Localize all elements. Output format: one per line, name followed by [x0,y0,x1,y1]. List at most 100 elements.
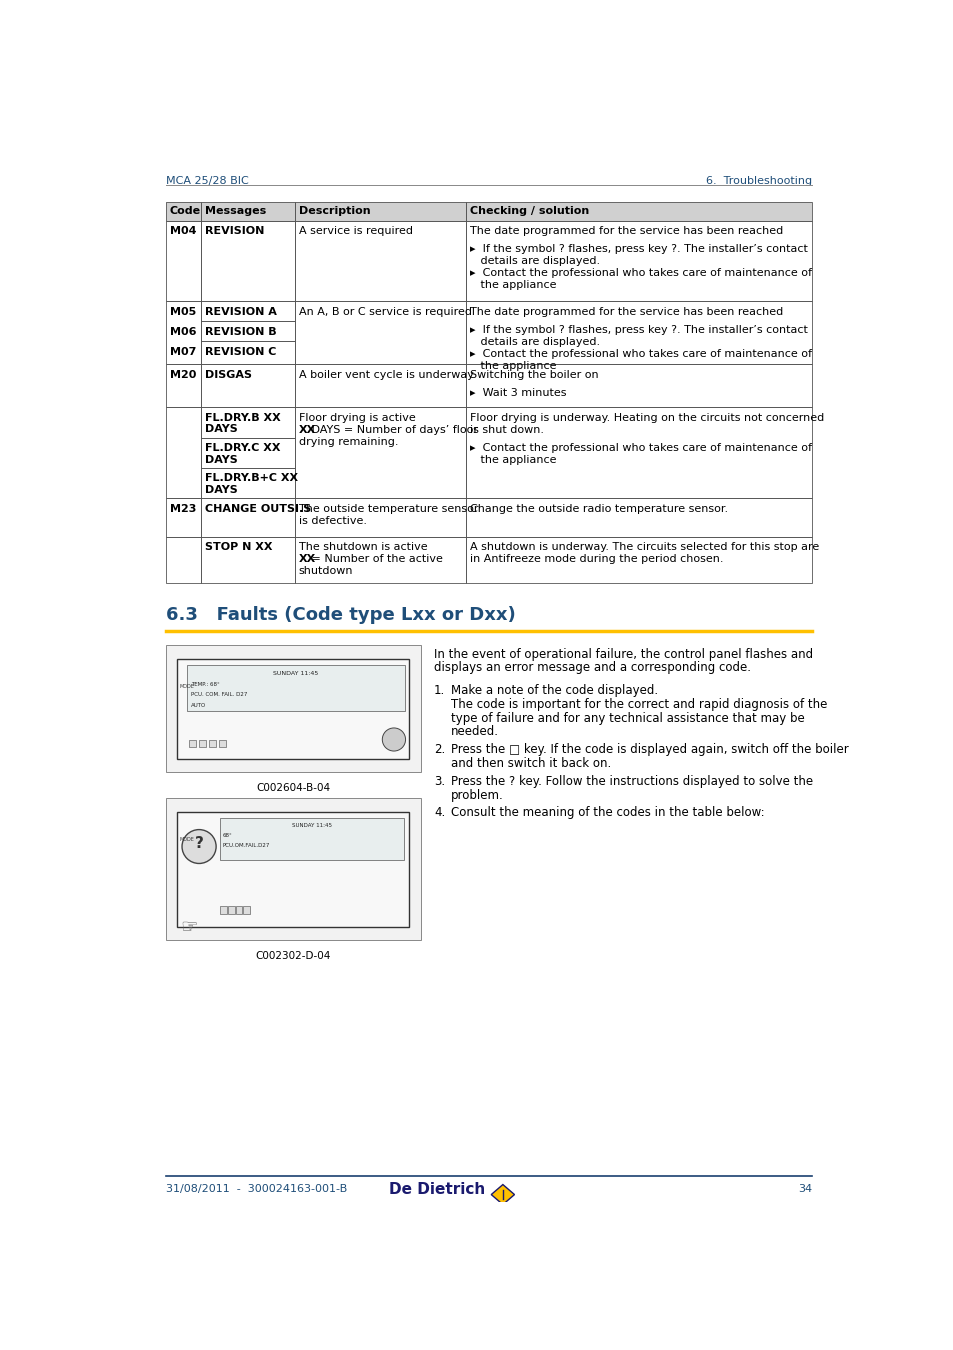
Text: ▸  If the symbol ? flashes, press key ?. The installer’s contact: ▸ If the symbol ? flashes, press key ?. … [470,244,807,254]
Text: drying remaining.: drying remaining. [298,436,398,447]
Text: In the event of operational failure, the control panel flashes and: In the event of operational failure, the… [434,648,812,662]
Bar [166,408,201,498]
Bar [219,740,226,747]
Text: The date programmed for the service has been reached: The date programmed for the service has … [470,225,782,236]
Text: 3.: 3. [434,775,445,788]
Text: SUNDAY 11:45: SUNDAY 11:45 [273,671,318,676]
Bar [294,537,466,583]
Text: M20: M20 [170,370,195,379]
Text: DAYS = Number of days’ floor: DAYS = Number of days’ floor [308,424,477,435]
Text: displays an error message and a corresponding code.: displays an error message and a correspo… [434,662,750,674]
Bar [201,301,294,321]
Bar [466,408,811,498]
Text: ▸  If the symbol ? flashes, press key ?. The installer’s contact: ▸ If the symbol ? flashes, press key ?. … [470,325,807,335]
Bar [177,811,409,927]
Text: Make a note of the code displayed.: Make a note of the code displayed. [451,684,658,697]
Text: AUTO: AUTO [191,703,206,709]
Bar [294,364,466,408]
Bar [466,408,811,498]
Text: C002302-D-04: C002302-D-04 [255,952,331,961]
Bar [166,498,201,537]
Text: = Number of the active: = Number of the active [308,555,442,564]
Text: Switching the boiler on: Switching the boiler on [470,370,598,379]
Text: M06: M06 [170,327,196,336]
Text: REVISION C: REVISION C [205,347,276,356]
Bar [294,202,466,220]
Text: problem.: problem. [451,788,503,802]
Bar [294,364,466,408]
Text: MODE: MODE [179,837,194,842]
Bar [166,498,201,537]
Text: FL.DRY.B+C XX
DAYS: FL.DRY.B+C XX DAYS [205,474,298,495]
Bar [201,468,294,498]
Text: 6.  Troubleshooting: 6. Troubleshooting [705,176,811,186]
Bar [466,220,811,301]
Bar [466,498,811,537]
Text: M05: M05 [170,306,195,317]
Text: shutdown: shutdown [298,566,353,576]
Text: Code: Code [170,207,200,216]
Bar [201,364,294,408]
Text: ▸  Wait 3 minutes: ▸ Wait 3 minutes [470,387,566,398]
Circle shape [382,728,405,751]
Bar [294,220,466,301]
Bar [201,437,294,468]
Text: the appliance: the appliance [470,360,557,371]
Text: ☞: ☞ [180,918,197,937]
Text: Press the ? key. Follow the instructions displayed to solve the: Press the ? key. Follow the instructions… [451,775,812,788]
Bar [294,408,466,498]
Text: An A, B or C service is required: An A, B or C service is required [298,306,472,317]
Bar [201,408,294,437]
Text: The code is important for the correct and rapid diagnosis of the: The code is important for the correct an… [451,698,826,711]
Text: C002604-B-04: C002604-B-04 [256,783,330,792]
Text: The shutdown is active: The shutdown is active [298,543,427,552]
Text: the appliance: the appliance [470,281,557,290]
Bar [201,537,294,583]
Bar [466,537,811,583]
Text: M04: M04 [170,225,196,236]
Text: is shut down.: is shut down. [470,424,543,435]
Text: CHANGE OUTSI.S: CHANGE OUTSI.S [205,504,311,514]
Text: PCU. COM. FAIL. D27: PCU. COM. FAIL. D27 [191,691,247,697]
Text: ▸  Contact the professional who takes care of maintenance of: ▸ Contact the professional who takes car… [470,269,811,278]
Text: A service is required: A service is required [298,225,413,236]
Bar [177,659,409,759]
Bar [189,740,195,747]
Text: ▸  Contact the professional who takes care of maintenance of: ▸ Contact the professional who takes car… [470,350,811,359]
Bar [294,220,466,301]
Text: XX: XX [298,424,315,435]
Text: 4.: 4. [434,806,445,819]
Text: DISGAS: DISGAS [205,370,252,379]
Bar [201,301,294,321]
Bar [166,301,201,364]
Bar [466,202,811,220]
Bar [166,220,201,301]
Bar [201,498,294,537]
Bar [243,906,250,914]
Bar [235,906,242,914]
Text: The date programmed for the service has been reached: The date programmed for the service has … [470,306,782,317]
Text: is defective.: is defective. [298,516,367,525]
Bar [294,301,466,364]
Bar [201,220,294,301]
Text: 1.: 1. [434,684,445,697]
Bar [201,498,294,537]
Text: ▸  Contact the professional who takes care of maintenance of: ▸ Contact the professional who takes car… [470,443,811,454]
Bar [294,408,466,498]
Text: 34: 34 [797,1184,811,1193]
Text: 6.3   Faults (Code type Lxx or Dxx): 6.3 Faults (Code type Lxx or Dxx) [166,606,515,624]
Bar [201,537,294,583]
Bar [166,537,201,583]
Text: MCA 25/28 BIC: MCA 25/28 BIC [166,176,248,186]
Bar [201,364,294,408]
Bar [201,342,294,365]
Bar [201,342,294,365]
Text: Description: Description [298,207,370,216]
Bar [201,468,294,498]
Bar [294,498,466,537]
Bar [166,408,201,498]
Text: A shutdown is underway. The circuits selected for this stop are: A shutdown is underway. The circuits sel… [470,543,819,552]
Text: M23: M23 [170,504,195,514]
Text: details are displayed.: details are displayed. [470,256,599,266]
Bar [201,220,294,301]
